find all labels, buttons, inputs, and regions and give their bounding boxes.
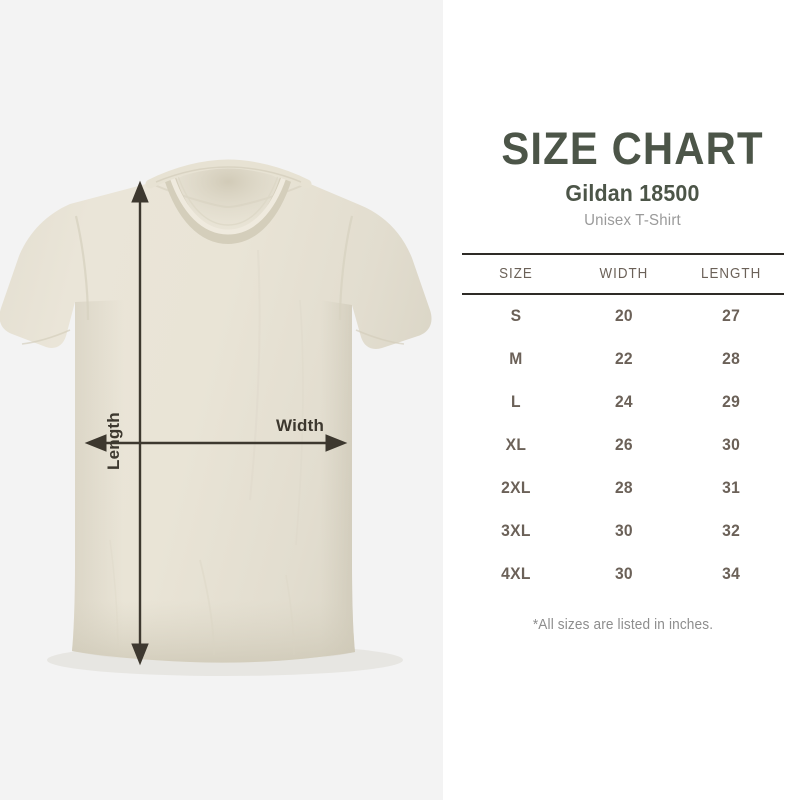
cell-width: 26 <box>614 434 633 454</box>
column-header-length: LENGTH <box>681 253 780 295</box>
width-measure-label: Width <box>276 416 325 435</box>
table-row: L 24 29 <box>462 380 784 423</box>
product-model: Gildan 18500 <box>565 180 700 206</box>
cell-size: XL <box>505 434 527 454</box>
cell-size: 3XL <box>501 520 531 540</box>
table-row: 3XL 30 32 <box>462 509 784 552</box>
table-header-row: SIZE WIDTH LENGTH <box>462 253 784 295</box>
cell-length: 30 <box>721 434 740 454</box>
tshirt-illustration <box>0 159 432 676</box>
table-row: M 22 28 <box>462 337 784 380</box>
column-header-size: SIZE <box>466 253 566 295</box>
units-footnote: *All sizes are listed in inches. <box>532 617 714 633</box>
cell-length: 29 <box>721 391 740 411</box>
width-arrow <box>84 434 348 452</box>
cell-size: S <box>510 306 522 325</box>
cell-size: L <box>511 391 521 411</box>
cell-length: 32 <box>721 520 740 540</box>
cell-length: 31 <box>721 477 740 497</box>
table-row: 4XL 30 34 <box>462 552 784 595</box>
product-photo-panel: Width Length <box>0 0 443 800</box>
size-table: SIZE WIDTH LENGTH S 20 27 M 22 28 <box>462 253 784 595</box>
size-chart-panel: SIZE CHART Gildan 18500 Unisex T-Shirt S… <box>443 0 800 800</box>
cell-width: 28 <box>614 477 633 497</box>
product-type: Unisex T-Shirt <box>584 212 681 229</box>
length-arrow <box>131 180 149 666</box>
cell-length: 34 <box>721 563 740 583</box>
cell-width: 20 <box>614 306 633 325</box>
length-measure-label: Length <box>104 412 123 470</box>
measurement-labels: Width Length <box>104 412 325 470</box>
page-title: SIZE CHART <box>501 123 764 174</box>
table-row: 2XL 28 31 <box>462 466 784 509</box>
cell-width: 30 <box>614 520 633 540</box>
cell-width: 30 <box>614 563 633 583</box>
cell-length: 27 <box>721 306 740 325</box>
table-row: S 20 27 <box>462 294 784 337</box>
cell-size: 2XL <box>501 477 531 497</box>
cell-size: 4XL <box>501 563 531 583</box>
column-header-width: WIDTH <box>574 253 674 295</box>
table-row: XL 26 30 <box>462 423 784 466</box>
cell-width: 24 <box>614 391 633 411</box>
cell-size: M <box>509 348 523 368</box>
cell-width: 22 <box>614 348 633 368</box>
cell-length: 28 <box>721 348 740 368</box>
